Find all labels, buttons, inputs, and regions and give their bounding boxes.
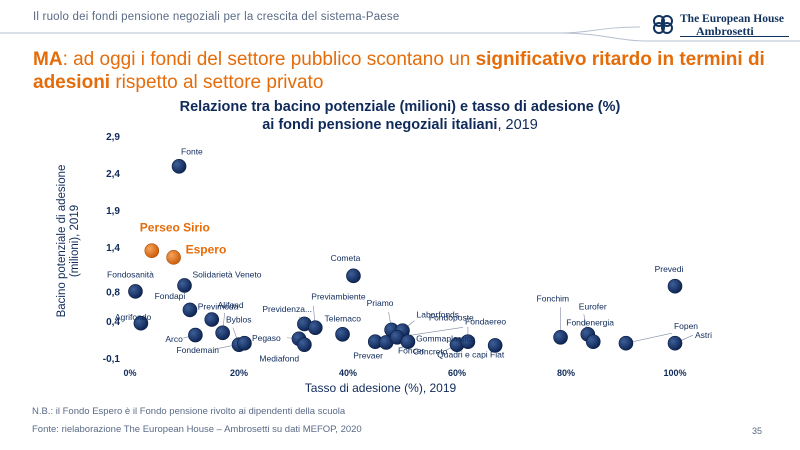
point-label-fonte: Fonte: [181, 146, 203, 156]
y-tick-label: 0,4: [106, 317, 120, 328]
y-tick-label: 0,8: [106, 287, 120, 298]
point-label-alifond: Alifond: [218, 300, 244, 310]
bubble-quadri-e-capi-fiat: [487, 338, 503, 353]
point-label-fopen: Fopen: [674, 321, 698, 331]
logo-text-line1: The European House: [680, 13, 784, 25]
point-label-agrifondo: Agrifondo: [115, 312, 152, 322]
point-label-concreto: Concreto: [413, 347, 448, 357]
bubble-previmoda: [204, 312, 220, 327]
bubble-fonte: [171, 159, 187, 174]
headline-part-1: MA: [33, 49, 63, 70]
bubble-fopen: [618, 335, 634, 351]
bubble-fondosanita: [128, 284, 143, 299]
point-label-previambiente: Previambiente: [311, 292, 366, 302]
point-label-cometa: Cometa: [331, 253, 361, 263]
point-label-fondemain: Fondemain: [176, 345, 219, 355]
point-label-astri: Astri: [695, 330, 712, 340]
point-label-fondenergia: Fondenergia: [566, 318, 614, 328]
point-label-fonchim: Fonchim: [537, 293, 570, 303]
bubble-fonchim: [553, 329, 568, 345]
point-label-telemaco: Telemaco: [325, 313, 362, 323]
bubble-fondemain: [237, 335, 252, 351]
point-label-priamo: Priamo: [367, 298, 394, 308]
point-label-mediafond: Mediafond: [259, 354, 299, 364]
bubble-mediafond: [297, 337, 312, 352]
x-tick-label: 40%: [339, 368, 357, 378]
bubble-espero: [166, 250, 181, 265]
x-tick-label: 0%: [123, 368, 136, 378]
chart-title-year: , 2019: [497, 117, 538, 133]
bubble-agrifondo: [133, 315, 149, 331]
point-label-arco: Arco: [165, 334, 183, 344]
point-label-foncer: Foncer: [398, 346, 425, 356]
page-number: 35: [752, 426, 763, 436]
chart-title: Relazione tra bacino potenziale (milioni…: [0, 98, 800, 134]
bubble-telemaco: [335, 327, 350, 342]
logo-text-line2: Ambrosetti: [696, 24, 754, 38]
chart-title-line2: ai fondi pensione negoziali italiani: [262, 117, 498, 133]
headline-part-3: significativo ritardo in termini di ades…: [33, 49, 765, 93]
point-label-laborfonds: Laborfonds: [417, 310, 460, 320]
presentation-title: Il ruolo dei fondi pensione negoziali pe…: [33, 11, 400, 23]
point-label-previmoda: Previmoda: [198, 302, 239, 312]
ambrosetti-logo-icon: [653, 15, 673, 34]
bubble-cometa: [346, 268, 361, 284]
bubble-astri: [667, 335, 683, 351]
x-tick-label: 60%: [448, 368, 466, 378]
ambrosetti-logo: The European House Ambrosetti: [652, 13, 792, 38]
point-label-solidarieta-veneto: Solidarietà Veneto: [193, 269, 262, 279]
bubble-solidarieta-veneto: [177, 278, 192, 293]
point-label-fondaereo: Fondaereo: [465, 316, 506, 326]
source-note: Fonte: rielaborazione The European House…: [32, 424, 362, 435]
point-label-prevedi: Prevedi: [655, 264, 684, 274]
point-label-fondapi: Fondapi: [155, 291, 186, 301]
bubble-foncer: [400, 334, 416, 350]
chart-title-line1: Relazione tra bacino potenziale (milioni…: [179, 99, 621, 115]
point-label-perseo-sirio: Perseo Sirio: [140, 221, 210, 235]
x-tick-label: 100%: [663, 368, 686, 378]
y-tick-label: 1,9: [106, 206, 120, 217]
slide-headline: MA: ad oggi i fondi del settore pubblico…: [33, 48, 773, 94]
point-label-prevaer: Prevaer: [353, 351, 383, 361]
logo-rule: [680, 36, 789, 37]
y-axis-title-line1: Bacino potenziale di adesione: [56, 165, 68, 318]
footnote: N.B.: il Fondo Espero è il Fondo pension…: [32, 406, 346, 417]
bubble-fondapi: [182, 302, 198, 318]
bubble-prevedi: [667, 278, 683, 294]
y-axis-title: Bacino potenziale di adesione(milioni), …: [56, 165, 81, 318]
x-tick-label: 80%: [557, 368, 575, 378]
bubble-perseo-sirio: [144, 243, 160, 258]
point-label-byblos: Byblos: [226, 315, 252, 325]
point-label-gommaplastica: Gommaplastica: [416, 333, 475, 343]
point-label-pegaso: Pegaso: [252, 333, 281, 343]
headline-part-2: : ad oggi i fondi del settore pubblico s…: [62, 49, 476, 70]
bubble-fondoposte: [460, 334, 476, 350]
y-tick-label: 1,4: [106, 243, 120, 254]
leader-line-fopen: [625, 332, 673, 344]
bubble-previambiente: [307, 320, 323, 335]
y-tick-label: 2,4: [106, 169, 120, 180]
point-label-previdenza: Previdenza...: [262, 304, 312, 314]
x-tick-label: 20%: [230, 368, 248, 378]
headline-part-4: rispetto al settore privato: [110, 72, 324, 93]
point-label-espero: Espero: [186, 242, 227, 256]
y-tick-label: -0,1: [103, 354, 121, 365]
point-label-fondoposte: Fondoposte: [429, 313, 474, 323]
y-tick-label: 2,9: [106, 132, 120, 143]
point-label-quadri-e-capi-fiat: Quadri e capi Fiat: [437, 349, 505, 359]
header-wave: [0, 26, 800, 42]
point-label-fondosanita: Fondosanità: [107, 269, 154, 279]
bubble-alifond: [215, 325, 230, 341]
x-axis-title: Tasso di adesione (%), 2019: [305, 381, 457, 395]
point-label-eurofer: Eurofer: [579, 301, 607, 311]
bubble-fondenergia: [585, 334, 601, 350]
y-axis-title-line2: (milioni), 2019: [69, 205, 81, 277]
bubble-arco: [188, 327, 203, 343]
